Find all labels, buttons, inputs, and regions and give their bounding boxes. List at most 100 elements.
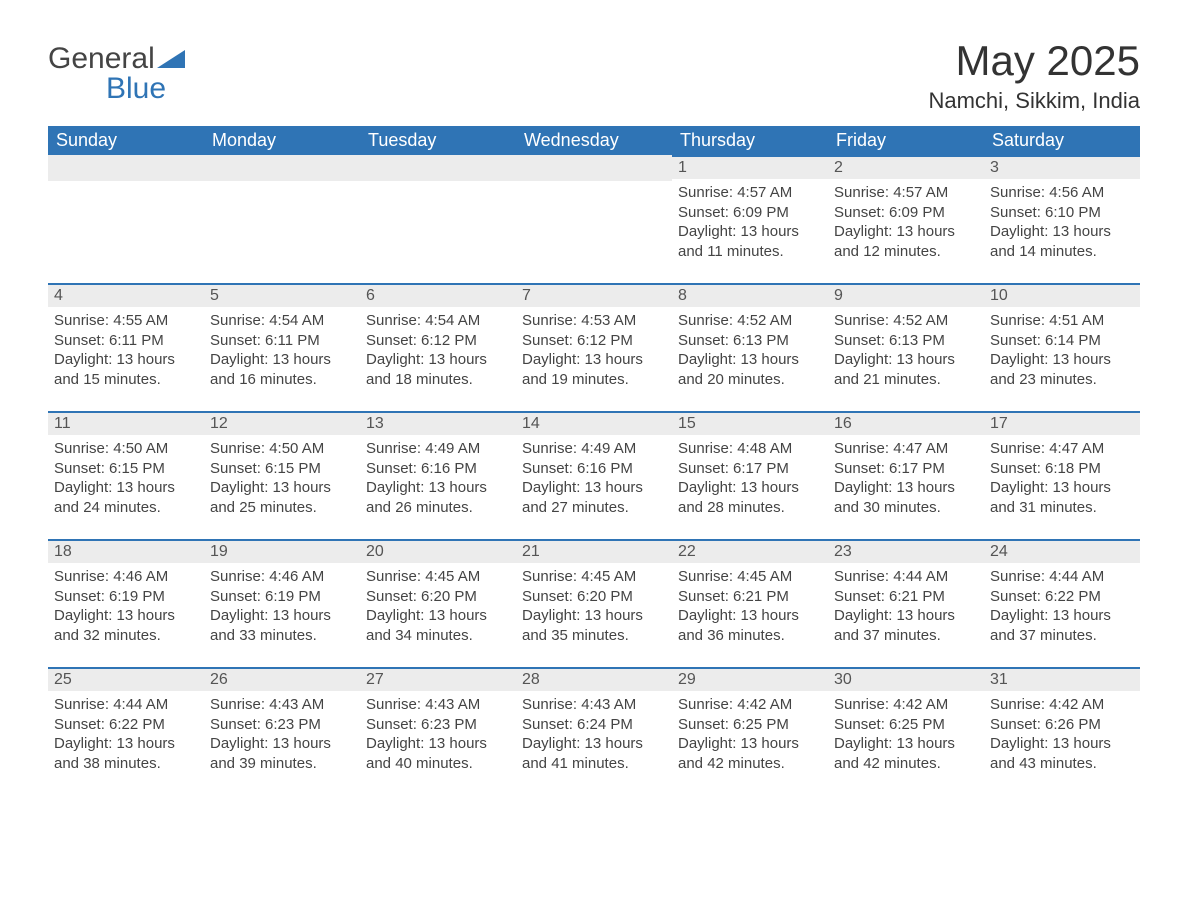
day-details: Sunrise: 4:53 AMSunset: 6:12 PMDaylight:…	[516, 307, 672, 395]
sunrise-line: Sunrise: 4:43 AM	[366, 695, 510, 715]
sunrise-line: Sunrise: 4:53 AM	[522, 311, 666, 331]
sunrise-line: Sunrise: 4:47 AM	[990, 439, 1134, 459]
calendar-body: 1Sunrise: 4:57 AMSunset: 6:09 PMDaylight…	[48, 155, 1140, 795]
day-details: Sunrise: 4:45 AMSunset: 6:21 PMDaylight:…	[672, 563, 828, 651]
calendar-day-cell: 12Sunrise: 4:50 AMSunset: 6:15 PMDayligh…	[204, 411, 360, 539]
daylight-line: Daylight: 13 hours and 40 minutes.	[366, 734, 510, 773]
title-block: May 2025 Namchi, Sikkim, India	[928, 40, 1140, 114]
daylight-line: Daylight: 13 hours and 26 minutes.	[366, 478, 510, 517]
daylight-line: Daylight: 13 hours and 33 minutes.	[210, 606, 354, 645]
weekday-header: Wednesday	[516, 126, 672, 155]
calendar-day-cell: 28Sunrise: 4:43 AMSunset: 6:24 PMDayligh…	[516, 667, 672, 795]
calendar-table: SundayMondayTuesdayWednesdayThursdayFrid…	[48, 126, 1140, 795]
sunset-line: Sunset: 6:16 PM	[522, 459, 666, 479]
day-number: 13	[360, 411, 516, 435]
calendar-day-cell: 29Sunrise: 4:42 AMSunset: 6:25 PMDayligh…	[672, 667, 828, 795]
day-details: Sunrise: 4:46 AMSunset: 6:19 PMDaylight:…	[204, 563, 360, 651]
calendar-day-cell: 6Sunrise: 4:54 AMSunset: 6:12 PMDaylight…	[360, 283, 516, 411]
day-number: 3	[984, 155, 1140, 179]
brand-word1: General	[48, 42, 155, 75]
calendar-day-cell: 31Sunrise: 4:42 AMSunset: 6:26 PMDayligh…	[984, 667, 1140, 795]
sunrise-line: Sunrise: 4:51 AM	[990, 311, 1134, 331]
sunrise-line: Sunrise: 4:49 AM	[366, 439, 510, 459]
day-number-empty	[360, 155, 516, 181]
calendar-day-cell: 25Sunrise: 4:44 AMSunset: 6:22 PMDayligh…	[48, 667, 204, 795]
day-number: 11	[48, 411, 204, 435]
calendar-day-cell	[516, 155, 672, 283]
sunrise-line: Sunrise: 4:56 AM	[990, 183, 1134, 203]
weekday-header: Friday	[828, 126, 984, 155]
calendar-week-row: 4Sunrise: 4:55 AMSunset: 6:11 PMDaylight…	[48, 283, 1140, 411]
day-number: 23	[828, 539, 984, 563]
calendar-week-row: 1Sunrise: 4:57 AMSunset: 6:09 PMDaylight…	[48, 155, 1140, 283]
daylight-line: Daylight: 13 hours and 25 minutes.	[210, 478, 354, 517]
sunrise-line: Sunrise: 4:42 AM	[990, 695, 1134, 715]
calendar-day-cell: 13Sunrise: 4:49 AMSunset: 6:16 PMDayligh…	[360, 411, 516, 539]
sunset-line: Sunset: 6:25 PM	[678, 715, 822, 735]
sunset-line: Sunset: 6:18 PM	[990, 459, 1134, 479]
day-number: 12	[204, 411, 360, 435]
calendar-day-cell: 1Sunrise: 4:57 AMSunset: 6:09 PMDaylight…	[672, 155, 828, 283]
day-details: Sunrise: 4:44 AMSunset: 6:22 PMDaylight:…	[48, 691, 204, 779]
calendar-week-row: 25Sunrise: 4:44 AMSunset: 6:22 PMDayligh…	[48, 667, 1140, 795]
day-number: 26	[204, 667, 360, 691]
daylight-line: Daylight: 13 hours and 42 minutes.	[678, 734, 822, 773]
sunset-line: Sunset: 6:09 PM	[678, 203, 822, 223]
sunset-line: Sunset: 6:19 PM	[210, 587, 354, 607]
sunset-line: Sunset: 6:15 PM	[54, 459, 198, 479]
daylight-line: Daylight: 13 hours and 30 minutes.	[834, 478, 978, 517]
calendar-head: SundayMondayTuesdayWednesdayThursdayFrid…	[48, 126, 1140, 155]
day-number: 14	[516, 411, 672, 435]
day-details: Sunrise: 4:43 AMSunset: 6:23 PMDaylight:…	[204, 691, 360, 779]
daylight-line: Daylight: 13 hours and 34 minutes.	[366, 606, 510, 645]
calendar-day-cell: 26Sunrise: 4:43 AMSunset: 6:23 PMDayligh…	[204, 667, 360, 795]
sunrise-line: Sunrise: 4:45 AM	[522, 567, 666, 587]
day-number: 24	[984, 539, 1140, 563]
calendar-day-cell: 19Sunrise: 4:46 AMSunset: 6:19 PMDayligh…	[204, 539, 360, 667]
day-number: 4	[48, 283, 204, 307]
brand-logo: General Blue	[48, 40, 185, 104]
day-details: Sunrise: 4:47 AMSunset: 6:18 PMDaylight:…	[984, 435, 1140, 523]
day-number: 31	[984, 667, 1140, 691]
day-details: Sunrise: 4:42 AMSunset: 6:25 PMDaylight:…	[672, 691, 828, 779]
sunrise-line: Sunrise: 4:52 AM	[678, 311, 822, 331]
daylight-line: Daylight: 13 hours and 19 minutes.	[522, 350, 666, 389]
day-details: Sunrise: 4:54 AMSunset: 6:12 PMDaylight:…	[360, 307, 516, 395]
daylight-line: Daylight: 13 hours and 27 minutes.	[522, 478, 666, 517]
daylight-line: Daylight: 13 hours and 20 minutes.	[678, 350, 822, 389]
calendar-week-row: 18Sunrise: 4:46 AMSunset: 6:19 PMDayligh…	[48, 539, 1140, 667]
day-number: 28	[516, 667, 672, 691]
sunrise-line: Sunrise: 4:50 AM	[210, 439, 354, 459]
day-number-empty	[48, 155, 204, 181]
day-details: Sunrise: 4:46 AMSunset: 6:19 PMDaylight:…	[48, 563, 204, 651]
weekday-header: Saturday	[984, 126, 1140, 155]
calendar-day-cell: 8Sunrise: 4:52 AMSunset: 6:13 PMDaylight…	[672, 283, 828, 411]
sunset-line: Sunset: 6:12 PM	[522, 331, 666, 351]
day-number: 10	[984, 283, 1140, 307]
calendar-day-cell	[204, 155, 360, 283]
day-number: 17	[984, 411, 1140, 435]
sunset-line: Sunset: 6:11 PM	[54, 331, 198, 351]
day-number: 9	[828, 283, 984, 307]
sunset-line: Sunset: 6:24 PM	[522, 715, 666, 735]
sunset-line: Sunset: 6:13 PM	[834, 331, 978, 351]
sunset-line: Sunset: 6:12 PM	[366, 331, 510, 351]
sunrise-line: Sunrise: 4:57 AM	[834, 183, 978, 203]
calendar-day-cell: 11Sunrise: 4:50 AMSunset: 6:15 PMDayligh…	[48, 411, 204, 539]
sunset-line: Sunset: 6:20 PM	[522, 587, 666, 607]
daylight-line: Daylight: 13 hours and 23 minutes.	[990, 350, 1134, 389]
day-details: Sunrise: 4:48 AMSunset: 6:17 PMDaylight:…	[672, 435, 828, 523]
weekday-header: Thursday	[672, 126, 828, 155]
daylight-line: Daylight: 13 hours and 42 minutes.	[834, 734, 978, 773]
sunset-line: Sunset: 6:11 PM	[210, 331, 354, 351]
header: General Blue May 2025 Namchi, Sikkim, In…	[48, 40, 1140, 114]
day-number: 7	[516, 283, 672, 307]
day-details: Sunrise: 4:56 AMSunset: 6:10 PMDaylight:…	[984, 179, 1140, 267]
day-details: Sunrise: 4:43 AMSunset: 6:23 PMDaylight:…	[360, 691, 516, 779]
calendar-day-cell	[360, 155, 516, 283]
sunset-line: Sunset: 6:17 PM	[678, 459, 822, 479]
calendar-day-cell: 5Sunrise: 4:54 AMSunset: 6:11 PMDaylight…	[204, 283, 360, 411]
sunrise-line: Sunrise: 4:45 AM	[366, 567, 510, 587]
sunset-line: Sunset: 6:14 PM	[990, 331, 1134, 351]
day-details: Sunrise: 4:50 AMSunset: 6:15 PMDaylight:…	[48, 435, 204, 523]
